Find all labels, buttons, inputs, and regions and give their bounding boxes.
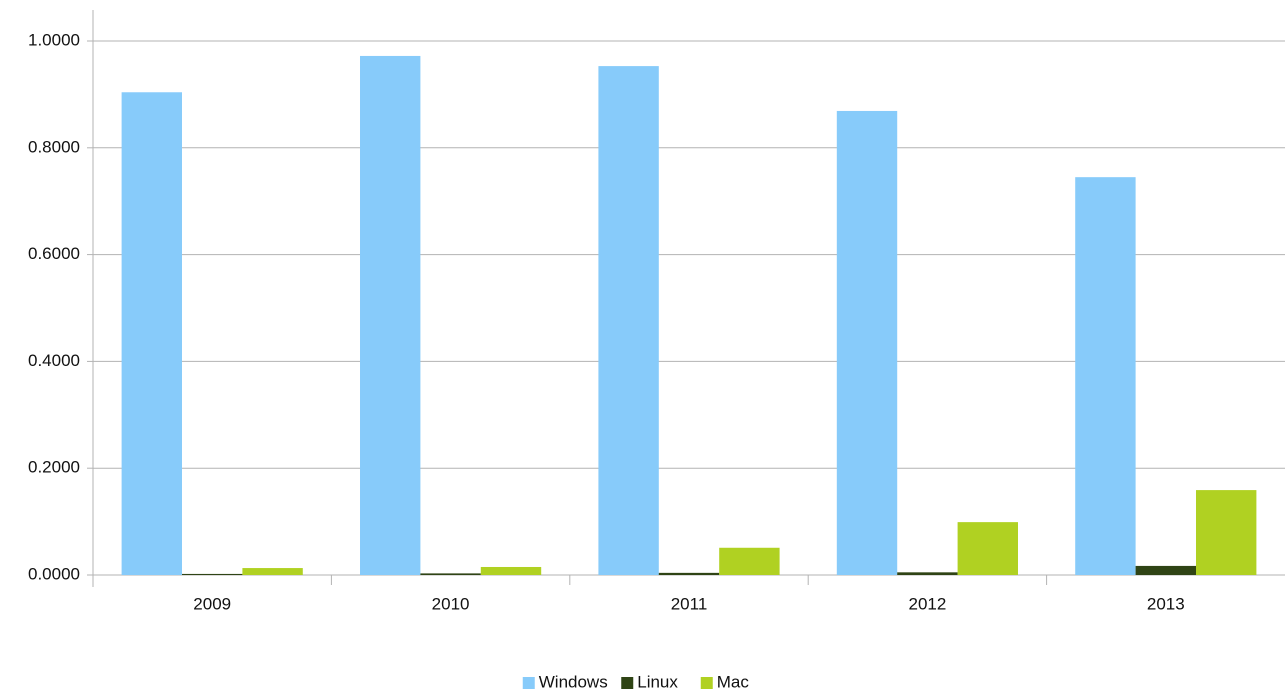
bar: [719, 547, 780, 575]
y-tick-label: 0.8000: [28, 137, 80, 156]
x-tick-label: 2010: [432, 594, 470, 613]
bar: [242, 568, 303, 575]
bar: [836, 110, 898, 575]
legend-swatch: [522, 677, 535, 689]
bar: [658, 572, 720, 575]
bar: [598, 66, 659, 576]
y-tick-label: 0.4000: [28, 351, 80, 370]
y-tick-label: 0.2000: [28, 458, 80, 477]
x-tick-label: 2009: [193, 594, 231, 613]
bar: [360, 55, 421, 575]
bar: [897, 572, 958, 575]
legend-swatch: [700, 677, 713, 689]
y-tick-label: 0.6000: [28, 244, 80, 263]
bar: [182, 573, 243, 575]
legend-swatch: [621, 677, 634, 689]
bar: [1075, 177, 1136, 576]
bar: [121, 92, 183, 575]
x-tick-label: 2012: [908, 594, 946, 613]
y-tick-label: 0.0000: [28, 564, 80, 583]
x-tick-label: 2013: [1147, 594, 1185, 613]
bar: [1135, 565, 1196, 575]
bar: [480, 566, 542, 575]
legend-label: Windows: [539, 672, 608, 691]
bar: [957, 522, 1018, 575]
bar: [1195, 490, 1257, 575]
bar: [420, 573, 481, 575]
y-tick-label: 1.0000: [28, 30, 80, 49]
x-tick-label: 2011: [671, 594, 708, 613]
legend-label: Linux: [637, 672, 678, 691]
legend-label: Mac: [717, 672, 750, 691]
